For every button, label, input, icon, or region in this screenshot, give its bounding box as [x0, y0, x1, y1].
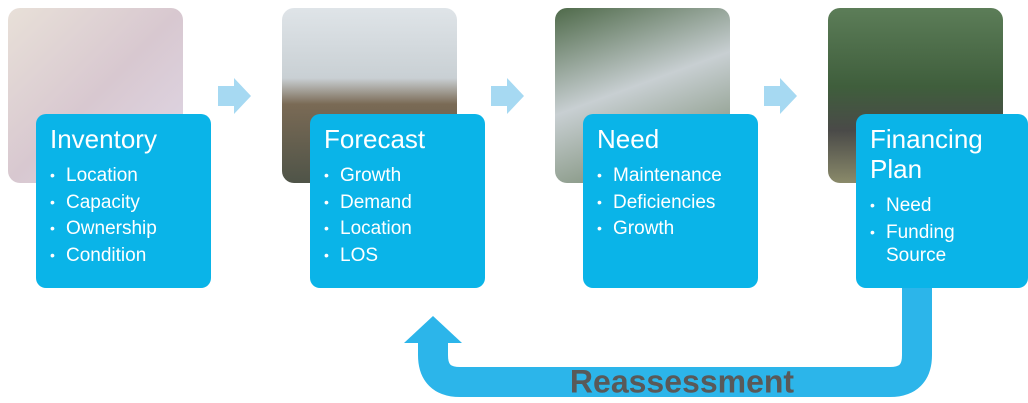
step-box: Inventory Location Capacity Ownership Condit… [36, 114, 211, 288]
step-title: Need [597, 124, 748, 154]
step-item: LOS [340, 244, 475, 267]
step-item: Maintenance [613, 164, 748, 187]
step-list: Need Funding Source [870, 194, 1018, 267]
step-item: Location [340, 217, 475, 240]
step-item: Need [886, 194, 1018, 217]
step-item: Growth [340, 164, 475, 187]
loop-label: Reassessment [570, 363, 794, 399]
step-item: Condition [66, 244, 201, 267]
step-item: Capacity [66, 191, 201, 214]
step-box: Forecast Growth Demand Location LOS [310, 114, 485, 288]
step-title: Financing Plan [870, 124, 1018, 184]
step-list: Maintenance Deficiencies Growth [597, 164, 748, 240]
step-arrow [218, 78, 251, 114]
step-arrow [764, 78, 797, 114]
step-item: Growth [613, 217, 748, 240]
step-list: Growth Demand Location LOS [324, 164, 475, 267]
step-title: Forecast [324, 124, 475, 154]
step-title: Inventory [50, 124, 201, 154]
step-list: Location Capacity Ownership Condition [50, 164, 201, 267]
step-item: Funding Source [886, 221, 1018, 267]
diagram: Reassessment Inventory Location Capacity Ow… [0, 0, 1028, 403]
step-item: Ownership [66, 217, 201, 240]
step-box: Financing Plan Need Funding Source [856, 114, 1028, 288]
step-item: Demand [340, 191, 475, 214]
step-item: Deficiencies [613, 191, 748, 214]
step-arrow [491, 78, 524, 114]
loop-arrowhead [404, 316, 462, 343]
step-box: Need Maintenance Deficiencies Growth [583, 114, 758, 288]
step-item: Location [66, 164, 201, 187]
